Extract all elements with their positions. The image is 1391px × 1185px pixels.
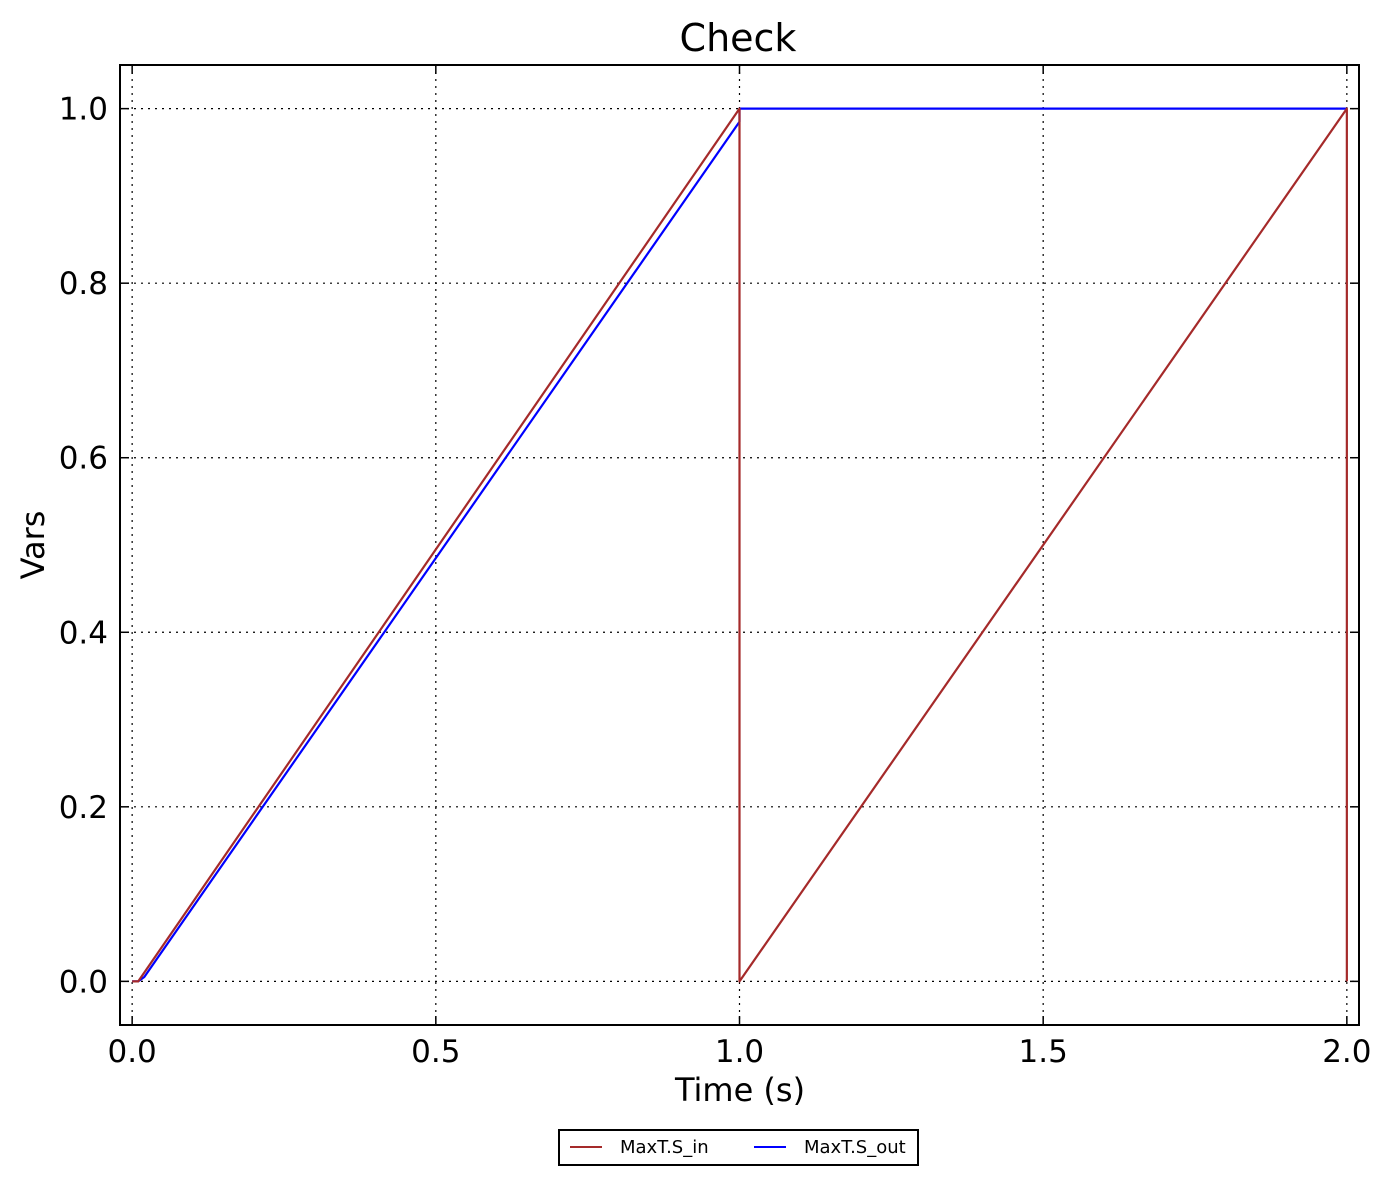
x-axis-tick-labels: 0.0 0.5 1.0 1.5 2.0 (107, 1034, 1371, 1070)
x-axis-label: Time (s) (674, 1071, 805, 1109)
series-lines (132, 107, 1348, 983)
legend: MaxT.S_in MaxT.S_out (558, 1129, 919, 1166)
x-tick-label: 1.5 (1019, 1034, 1068, 1070)
axis-ticks (120, 65, 1359, 1025)
series-line-maxt-s-in (132, 107, 1348, 983)
y-tick-label: 0.0 (59, 964, 108, 1000)
y-tick-label: 0.6 (59, 441, 108, 477)
x-tick-label: 2.0 (1322, 1034, 1371, 1070)
y-axis-tick-labels: 0.0 0.2 0.4 0.6 0.8 1.0 (59, 92, 108, 1001)
legend-label-maxt-s-out: MaxT.S_out (804, 1137, 906, 1158)
y-tick-label: 0.8 (59, 266, 108, 302)
legend-label-maxt-s-in: MaxT.S_in (620, 1137, 709, 1158)
chart-title: Check (680, 16, 797, 60)
x-tick-label: 1.0 (715, 1034, 764, 1070)
y-tick-label: 1.0 (59, 92, 108, 128)
y-tick-label: 0.4 (59, 615, 108, 651)
x-tick-label: 0.5 (411, 1034, 460, 1070)
y-tick-label: 0.2 (59, 790, 108, 826)
y-axis-label: Vars (14, 511, 52, 580)
x-tick-label: 0.0 (107, 1034, 156, 1070)
legend-box (558, 1129, 919, 1166)
